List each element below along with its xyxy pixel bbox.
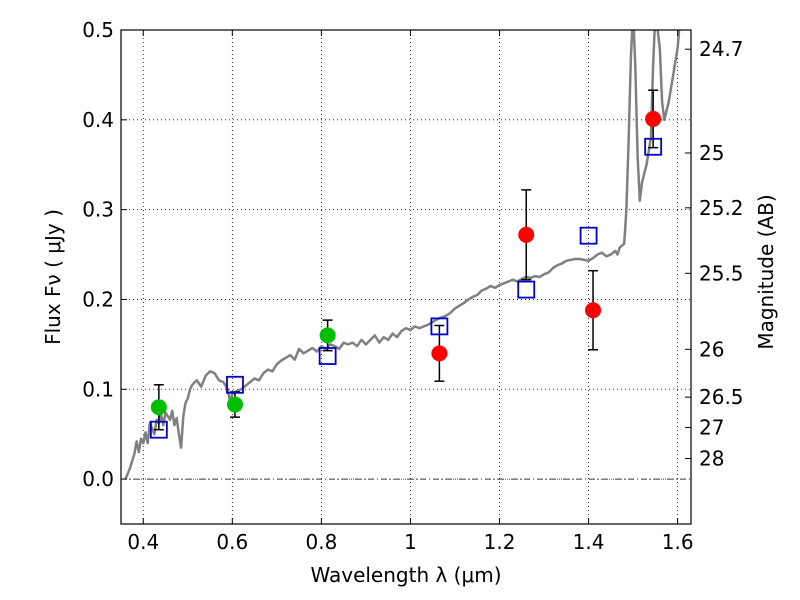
y-axis-label: Flux Fν ( μJy ): [41, 209, 65, 345]
x-tick-label: 1.4: [573, 530, 605, 554]
data-point: [585, 302, 602, 319]
mag-tick-label: 28: [699, 447, 724, 471]
x-axis-label: Wavelength λ (μm): [310, 563, 501, 587]
data-point: [319, 327, 336, 344]
mag-tick-label: 26.5: [699, 385, 744, 409]
mag-tick-label: 25: [699, 141, 724, 165]
x-tick-label: 0.4: [127, 530, 159, 554]
y-tick-label: 0.2: [82, 287, 114, 311]
data-point: [518, 226, 535, 243]
y-tick-label: 0.5: [82, 18, 114, 42]
model-point: [517, 280, 536, 299]
mag-tick-label: 25.5: [699, 261, 744, 285]
model-point: [430, 317, 449, 336]
x-tick-label: 1: [404, 530, 417, 554]
x-tick-label: 0.6: [216, 530, 248, 554]
model-point: [226, 375, 244, 394]
y-tick-label: 0.0: [82, 467, 114, 491]
mag-tick-label: 25.2: [699, 196, 744, 220]
model-point: [149, 420, 168, 439]
plot-frame: [120, 29, 692, 525]
y-axis-right-label: Magnitude (AB): [754, 194, 778, 349]
model-point: [318, 347, 337, 365]
x-tick-label: 0.8: [305, 530, 337, 554]
mag-tick-label: 27: [699, 415, 724, 439]
x-tick-label: 1.2: [484, 530, 516, 554]
axes: 0.4 0.6 0.8 1 1.2 1.4 1.6 0.0 0.1 0.2 0.3 0.4 0.5 24.…: [82, 18, 743, 554]
data-point: [645, 110, 662, 127]
model-sed-line: [124, 30, 681, 480]
grid: [121, 29, 691, 524]
plot-area: [124, 30, 681, 480]
data-point: [227, 396, 243, 413]
model-point: [579, 226, 598, 245]
y-tick-label: 0.1: [82, 377, 114, 401]
data-point: [150, 399, 167, 416]
y-tick-label: 0.4: [82, 108, 114, 132]
y-tick-label: 0.3: [82, 198, 114, 222]
mag-tick-label: 24.7: [699, 37, 744, 61]
mag-tick-label: 26: [699, 337, 724, 361]
data-point: [431, 345, 448, 362]
x-tick-label: 1.6: [662, 530, 694, 554]
model-point: [644, 137, 663, 156]
